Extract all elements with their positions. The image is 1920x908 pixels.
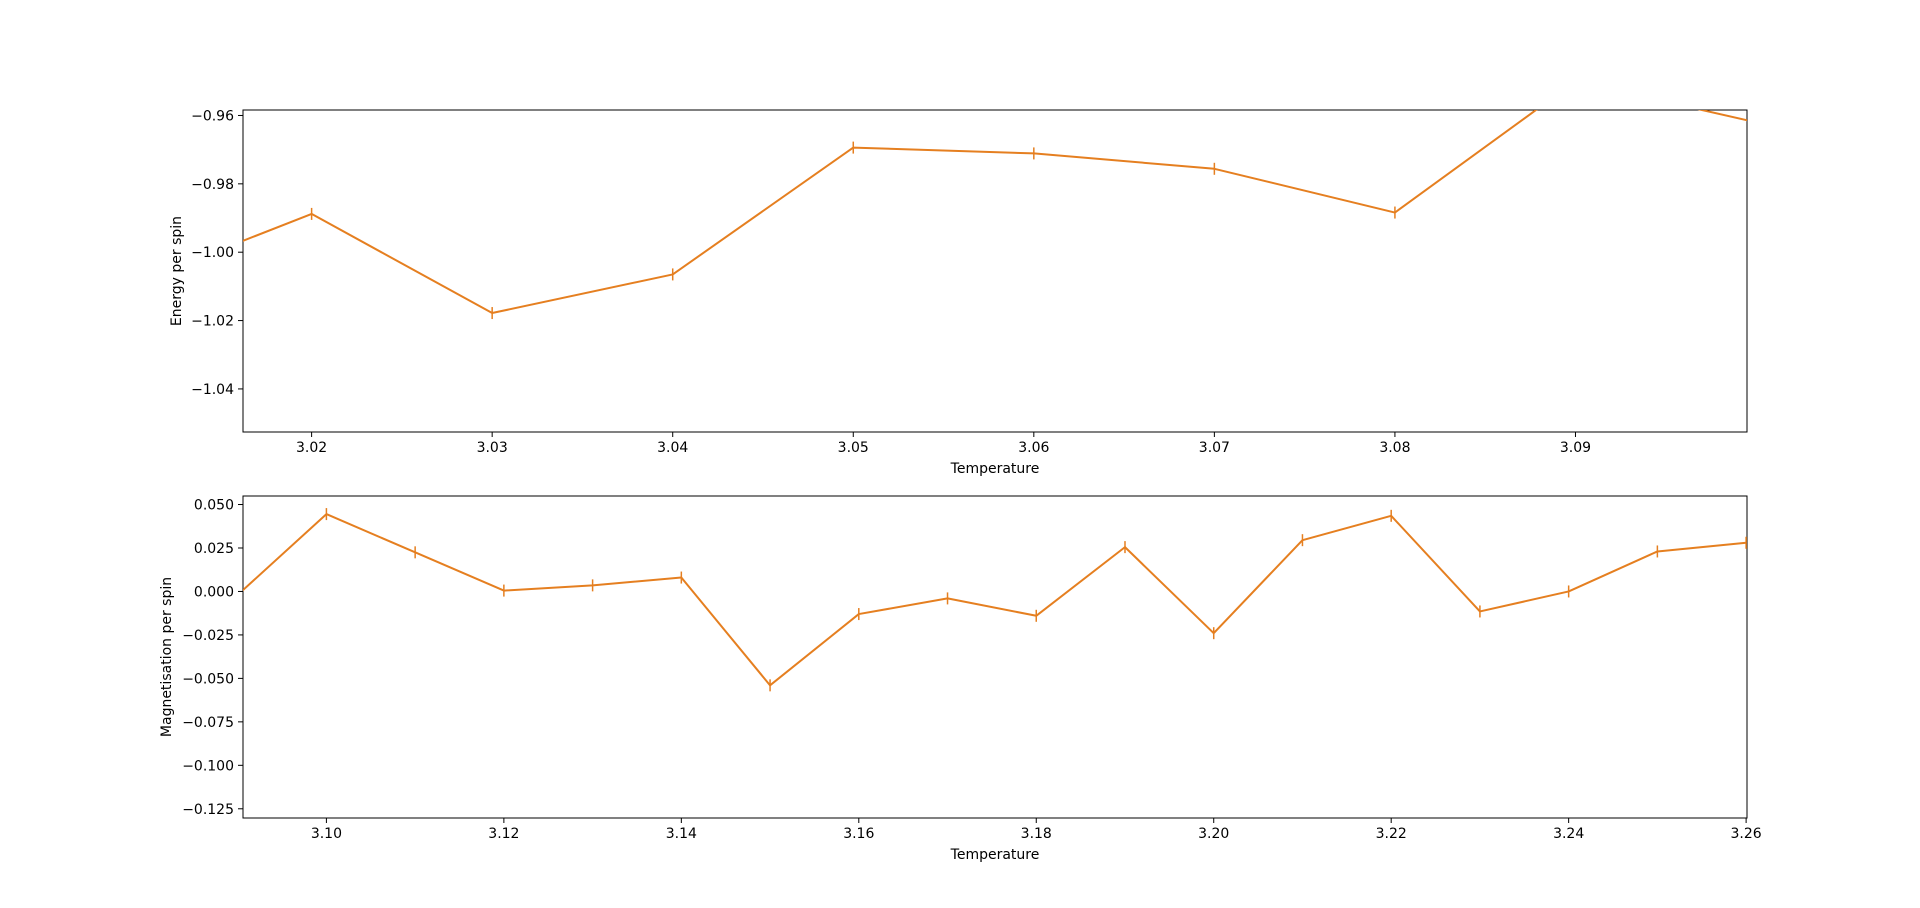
energy-x-tick-label: 3.07 <box>1199 440 1230 456</box>
magnetisation-x-tick-label: 3.22 <box>1376 826 1407 842</box>
magnetisation-x-tick-label: 3.12 <box>488 826 519 842</box>
energy-y-tick-label: −0.96 <box>191 108 234 124</box>
energy-x-tick-label: 3.02 <box>296 440 327 456</box>
energy-y-tick-label: −0.98 <box>191 177 234 193</box>
energy-y-tick-label: −1.00 <box>191 245 234 261</box>
magnetisation-series-line <box>243 513 1747 687</box>
energy-x-tick-label: 3.09 <box>1560 440 1591 456</box>
magnetisation-x-tick-label: 3.18 <box>1021 826 1052 842</box>
magnetisation-y-tick-label: −0.075 <box>182 715 234 731</box>
magnetisation-plot-frame <box>242 495 1748 819</box>
magnetisation-y-tick-label: −0.050 <box>182 671 234 687</box>
energy-chart: 3.02 3.03 3.04 3.05 3.06 3.07 3.08 3.09 −0.96−0… <box>169 108 1748 477</box>
energy-y-tick-label: −1.02 <box>191 314 234 330</box>
magnetisation-x-tick-label: 3.16 <box>843 826 874 842</box>
magnetisation-y-tick-label: −0.025 <box>182 628 234 644</box>
energy-x-axis-label: Temperature <box>950 461 1040 477</box>
magnetisation-y-tick-label: 0.025 <box>194 541 234 557</box>
magnetisation-y-tick-label: 0.000 <box>194 584 234 600</box>
energy-plot-frame <box>242 109 1748 433</box>
magnetisation-y-tick-label: −0.100 <box>182 758 234 774</box>
magnetisation-series <box>243 508 1747 692</box>
energy-x-tick-label: 3.06 <box>1018 440 1049 456</box>
energy-y-axis-label: Energy per spin <box>169 216 185 326</box>
energy-y-axis: −0.96 −0.98 −1.00 −1.02 −1.04 <box>191 108 243 398</box>
magnetisation-x-axis-label: Temperature <box>950 847 1040 863</box>
magnetisation-y-tick-label: −0.125 <box>182 802 234 818</box>
energy-x-tick-label: 3.05 <box>838 440 869 456</box>
energy-y-tick-label: −1.04 <box>191 382 234 398</box>
magnetisation-y-tick-label: 0.050 <box>194 498 234 514</box>
magnetisation-x-tick-label: 3.26 <box>1731 826 1762 842</box>
energy-x-tick-label: 3.04 <box>657 440 688 456</box>
magnetisation-x-axis: 3.10 3.12 3.14 3.16 3.18 3.20 3.22 3.24 3.26 <box>311 818 1762 842</box>
magnetisation-y-axis-label: Magnetisation per spin <box>159 577 175 737</box>
magnetisation-x-tick-label: 3.10 <box>311 826 342 842</box>
magnetisation-chart: 3.10 3.12 3.14 3.16 3.18 3.20 3.22 3.24 3.26 0.0… <box>159 495 1762 863</box>
energy-series-line <box>243 110 1747 315</box>
magnetisation-x-tick-label: 3.20 <box>1198 826 1229 842</box>
energy-x-tick-label: 3.03 <box>477 440 508 456</box>
energy-series <box>243 110 1747 320</box>
energy-x-axis: 3.02 3.03 3.04 3.05 3.06 3.07 3.08 3.09 <box>296 432 1591 456</box>
magnetisation-y-axis: 0.050 0.025 0.000 −0.025 −0.050 −0.075 −0.100 −… <box>182 498 243 818</box>
energy-x-tick-label: 3.08 <box>1379 440 1410 456</box>
magnetisation-x-tick-label: 3.24 <box>1553 826 1584 842</box>
magnetisation-x-tick-label: 3.14 <box>666 826 697 842</box>
